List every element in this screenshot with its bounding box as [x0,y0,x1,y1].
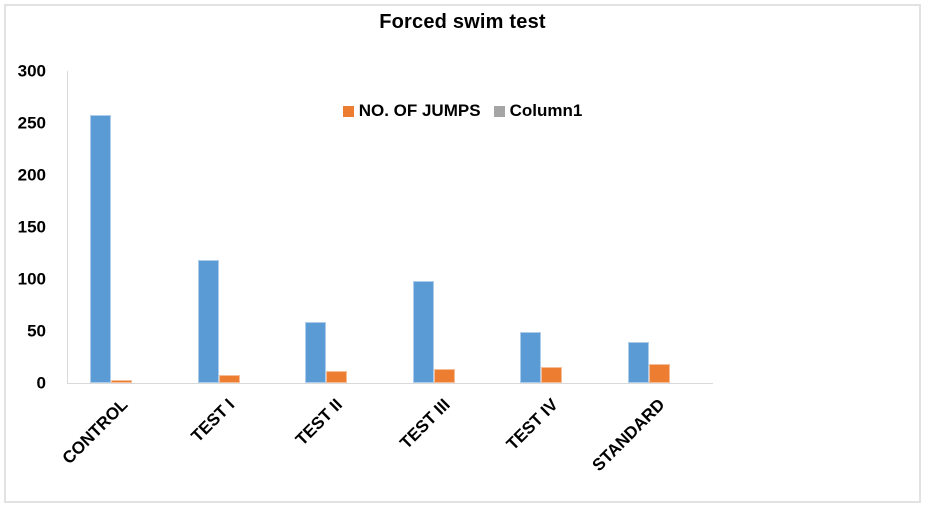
x-tick-label-test-ii: TEST II [292,395,347,450]
bar-no-of-jumps-test-i [218,374,240,383]
bar-series-0-test-i [197,260,219,383]
legend-item-column1: Column1 [493,101,583,121]
x-tick-label-control: CONTROL [58,395,132,468]
legend-swatch-icon [493,105,505,117]
y-tick-label: 50 [27,321,46,341]
bar-series-0-standard [627,342,649,383]
bar-no-of-jumps-standard [648,364,670,383]
bar-no-of-jumps-control [111,379,132,383]
bar-no-of-jumps-test-ii [326,370,347,383]
y-tick-label: 0 [36,373,46,393]
bar-series-0-test-iv [520,332,541,383]
plot-area: CONTROL TEST I TEST II TEST III TEST IV STAND… [58,71,713,475]
x-tick-label-standard: STANDARD [588,395,669,475]
legend: NO. OF JUMPS Column1 [0,101,925,121]
legend-label: Column1 [509,101,583,120]
legend-swatch-icon [342,105,354,117]
x-tick-label-test-i: TEST I [187,395,239,446]
y-axis: 0 50 100 150 200 250 300 [0,63,57,392]
y-tick-label: 250 [17,113,46,133]
bar-no-of-jumps-test-iv [541,367,562,383]
y-tick-label: 200 [17,165,46,185]
legend-label: NO. OF JUMPS [358,101,481,120]
y-tick-label: 150 [17,217,46,237]
x-tick-label-test-iii: TEST III [396,395,454,453]
chart-title: Forced swim test [379,11,546,33]
bar-series-0-control [90,114,111,383]
bar-series-0-test-ii [305,321,326,383]
x-tick-label-test-iv: TEST IV [502,395,562,454]
legend-item-no-of-jumps: NO. OF JUMPS [342,101,481,121]
y-tick-label: 100 [17,269,46,289]
bar-no-of-jumps-test-iii [433,369,455,383]
y-tick-label: 300 [17,61,46,81]
bar-series-0-test-iii [412,281,434,383]
